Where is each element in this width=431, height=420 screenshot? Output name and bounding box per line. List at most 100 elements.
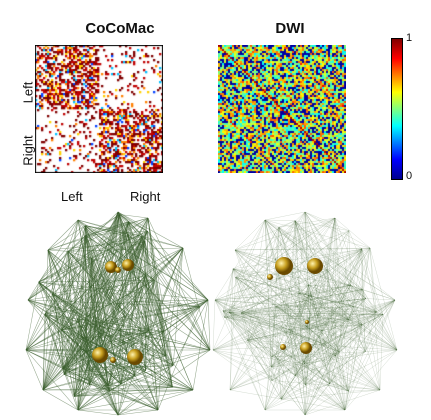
network-edge (229, 219, 266, 313)
network-edge (289, 294, 312, 330)
network-edge (241, 312, 340, 353)
network-edge (247, 340, 282, 400)
network-edge (234, 249, 305, 364)
network-edge (212, 349, 272, 381)
network-edge (294, 220, 349, 392)
network-edge (350, 284, 384, 315)
network-edge (289, 329, 305, 364)
network-edge (229, 319, 349, 391)
network-edge (38, 281, 109, 387)
dwi-matrix (218, 45, 346, 173)
network-edge (305, 217, 336, 386)
network-edge (334, 217, 349, 392)
network-edge (264, 219, 371, 249)
network-edge (322, 299, 396, 332)
network-edge (298, 269, 328, 294)
network-edge (119, 214, 146, 371)
network-edge (281, 284, 351, 400)
network-edge (224, 294, 312, 318)
network-edge (241, 312, 290, 330)
network-edge (235, 277, 290, 330)
network-edge (234, 249, 363, 290)
network-edge (350, 284, 366, 352)
network-edge (234, 248, 362, 251)
network-edge (298, 292, 354, 307)
network-edge (214, 247, 371, 301)
network-edge (63, 318, 86, 375)
dwi-brain-network (212, 211, 398, 416)
network-edge (297, 305, 349, 320)
network-edge (308, 295, 340, 353)
network-edge (304, 299, 396, 364)
network-edge (350, 284, 363, 325)
network-edge (222, 310, 266, 411)
network-edge (275, 258, 381, 391)
network-edge (271, 299, 396, 357)
network-edge (85, 351, 110, 391)
network-edge (241, 269, 328, 314)
network-edge (165, 247, 184, 357)
network-edge (234, 247, 371, 251)
network-edge (353, 248, 363, 307)
network-edge (38, 281, 90, 371)
network-edge (271, 299, 396, 368)
network-edge (275, 259, 306, 416)
network-edge (264, 219, 309, 286)
network-edge (84, 225, 122, 385)
network-edge (109, 365, 174, 391)
network-edge (235, 277, 363, 326)
network-edge (275, 289, 363, 307)
network-edge (309, 299, 396, 330)
network-edge (212, 349, 282, 400)
network-edge (224, 258, 276, 318)
network-edge (350, 284, 377, 312)
network-edge (264, 319, 349, 411)
network-edge (376, 311, 398, 351)
network-edge (222, 310, 346, 411)
network-edge (305, 284, 351, 386)
network-edge (335, 248, 363, 356)
network-edge (120, 328, 166, 357)
network-edge (294, 220, 330, 385)
network-edge (232, 268, 273, 381)
network-edge (212, 312, 230, 351)
network-edge (297, 230, 350, 307)
network-edge (289, 220, 296, 330)
network-edge (247, 340, 336, 357)
network-edge (289, 298, 366, 330)
network-edge (229, 268, 234, 313)
network-edge (117, 247, 184, 416)
network-edge (294, 311, 377, 377)
network-edge (326, 269, 354, 307)
network-edge (229, 268, 234, 391)
network-edge (271, 380, 381, 391)
network-edge (326, 269, 330, 384)
network-edge (281, 330, 323, 400)
network-edge (271, 349, 398, 357)
network-edge (353, 306, 381, 391)
network-node (122, 259, 134, 271)
network-edge (235, 277, 330, 385)
network-edge (47, 249, 68, 252)
network-edge (120, 275, 146, 330)
network-edge (306, 324, 363, 327)
network-edge (308, 285, 312, 295)
network-edge (365, 298, 396, 301)
network-node (267, 274, 273, 280)
network-edge (376, 299, 396, 312)
network-edge (306, 248, 363, 327)
network-edge (309, 329, 340, 353)
network-edge (289, 329, 306, 416)
network-edge (294, 220, 306, 416)
network-edge (224, 316, 349, 392)
network-edge (344, 306, 354, 411)
network-edge (271, 247, 371, 368)
network-edge (324, 344, 330, 385)
network-edge (214, 299, 272, 357)
network-edge (361, 248, 384, 315)
network-edge (128, 221, 164, 332)
network-edge (264, 285, 309, 411)
network-edge (298, 293, 306, 416)
network-edge (67, 251, 78, 320)
network-edge (311, 294, 326, 345)
